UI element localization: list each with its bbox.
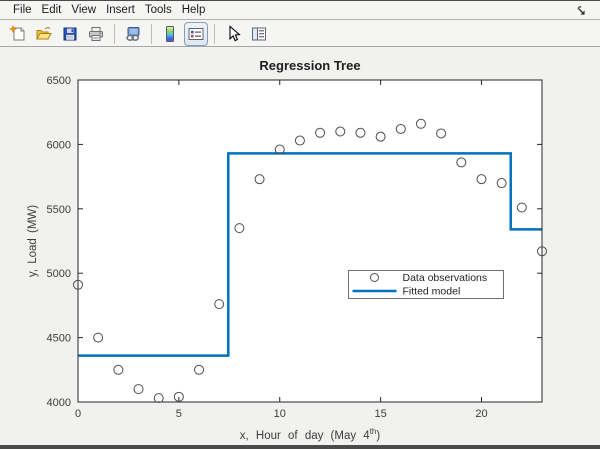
y-tick-label: 5500	[47, 204, 71, 216]
open-file-button[interactable]	[32, 22, 56, 46]
data-point	[496, 178, 507, 189]
y-tick-label: 6000	[47, 139, 71, 151]
data-point	[415, 118, 426, 129]
data-point	[375, 131, 386, 142]
legend-icon	[188, 27, 204, 40]
y-tick-label: 5000	[47, 268, 71, 280]
x-tick-label: 20	[475, 408, 487, 420]
insert-legend-button[interactable]	[184, 21, 208, 46]
toolbar-separator	[214, 23, 215, 44]
legend-box	[348, 270, 504, 299]
dock-figure-arrow-icon	[577, 5, 585, 15]
window-top-edge	[0, 0, 600, 1]
x-tick-label: 15	[374, 408, 386, 420]
property-inspector-icon	[252, 27, 266, 40]
legend-marker-circle	[370, 273, 379, 282]
data-point	[395, 123, 406, 134]
menu-edit[interactable]: Edit	[41, 4, 62, 16]
printer-icon	[89, 26, 103, 41]
menu-view[interactable]: View	[71, 4, 97, 16]
data-point	[173, 391, 184, 402]
print-figure-button[interactable]	[84, 22, 108, 46]
window-bottom-edge	[0, 445, 600, 449]
data-point	[234, 223, 245, 234]
menu-insert[interactable]: Insert	[106, 4, 135, 16]
cursor-arrow-icon	[229, 24, 241, 41]
legend-entry-label: Fitted model	[403, 286, 461, 298]
data-point	[214, 299, 225, 310]
data-point	[537, 246, 547, 257]
y-axis-label: y, Load (MW)	[27, 205, 39, 277]
new-figure-button[interactable]	[6, 22, 30, 46]
plot-axes: 0 5 10 15 20 4000 4500 5000 5500 6000 6500 Regressi…	[27, 58, 547, 442]
data-point	[153, 393, 164, 404]
axes-box	[77, 79, 543, 403]
data-point	[516, 202, 527, 213]
data-point	[294, 135, 305, 146]
figure-toolbar	[0, 21, 600, 47]
data-point	[113, 364, 124, 375]
colorbar-icon	[166, 25, 174, 42]
open-folder-icon	[36, 26, 52, 39]
x-tick-label: 10	[274, 408, 286, 420]
toolbar-separator	[114, 23, 115, 44]
toolbar-separator	[151, 23, 152, 44]
data-point	[335, 126, 346, 137]
save-figure-button[interactable]	[58, 22, 82, 46]
data-point	[93, 332, 104, 343]
data-observations	[73, 118, 547, 404]
legend[interactable]: Data observations Fitted model	[348, 270, 504, 299]
menu-bar: File Edit View Insert Tools Help	[0, 1, 600, 20]
link-plot-button[interactable]	[121, 22, 145, 46]
menu-file[interactable]: File	[13, 4, 32, 16]
data-point	[254, 174, 265, 185]
new-figure-icon	[9, 24, 25, 40]
data-point	[315, 127, 326, 138]
menu-help[interactable]: Help	[181, 4, 206, 16]
y-tick-label: 6500	[47, 75, 71, 87]
plot-background	[78, 80, 542, 402]
x-axis-label: x, Hour of day (May 4th)	[240, 427, 381, 442]
data-point	[355, 127, 366, 138]
edit-plot-button[interactable]	[221, 22, 245, 46]
chart-title: Regression Tree	[259, 58, 360, 73]
legend-entry-label: Data observations	[403, 272, 488, 284]
data-point	[194, 364, 205, 375]
data-point	[274, 144, 285, 155]
link-plot-icon	[126, 26, 140, 41]
data-point	[456, 157, 467, 168]
y-tick-label: 4500	[47, 333, 71, 345]
data-point	[436, 128, 447, 139]
figure-canvas: 0 5 10 15 20 4000 4500 5000 5500 6000 6500 Regressi…	[0, 48, 600, 449]
y-tick-label: 4000	[47, 397, 71, 409]
menu-tools[interactable]: Tools	[144, 4, 172, 16]
data-point	[133, 384, 144, 395]
x-tick-label: 0	[75, 408, 81, 420]
data-point	[476, 174, 487, 185]
x-tick-label: 5	[176, 408, 182, 420]
data-point	[73, 279, 83, 290]
property-inspector-button[interactable]	[247, 22, 271, 46]
insert-colorbar-button[interactable]	[158, 22, 182, 46]
fitted-model-line	[78, 152, 542, 357]
save-floppy-icon	[63, 27, 77, 40]
dock-figure-button[interactable]	[574, 4, 588, 17]
